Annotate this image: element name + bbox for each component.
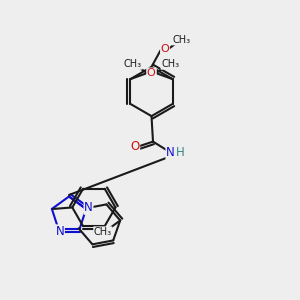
Text: O: O bbox=[147, 68, 156, 78]
Text: O: O bbox=[147, 68, 156, 78]
Text: H: H bbox=[176, 146, 185, 159]
Text: O: O bbox=[160, 44, 169, 54]
Text: N: N bbox=[56, 225, 64, 238]
Text: CH₃: CH₃ bbox=[161, 59, 179, 69]
Text: CH₃: CH₃ bbox=[172, 35, 190, 45]
Text: N: N bbox=[84, 201, 93, 214]
Text: N: N bbox=[166, 146, 175, 160]
Text: O: O bbox=[130, 140, 140, 153]
Text: CH₃: CH₃ bbox=[94, 227, 112, 237]
Text: CH₃: CH₃ bbox=[124, 59, 142, 69]
